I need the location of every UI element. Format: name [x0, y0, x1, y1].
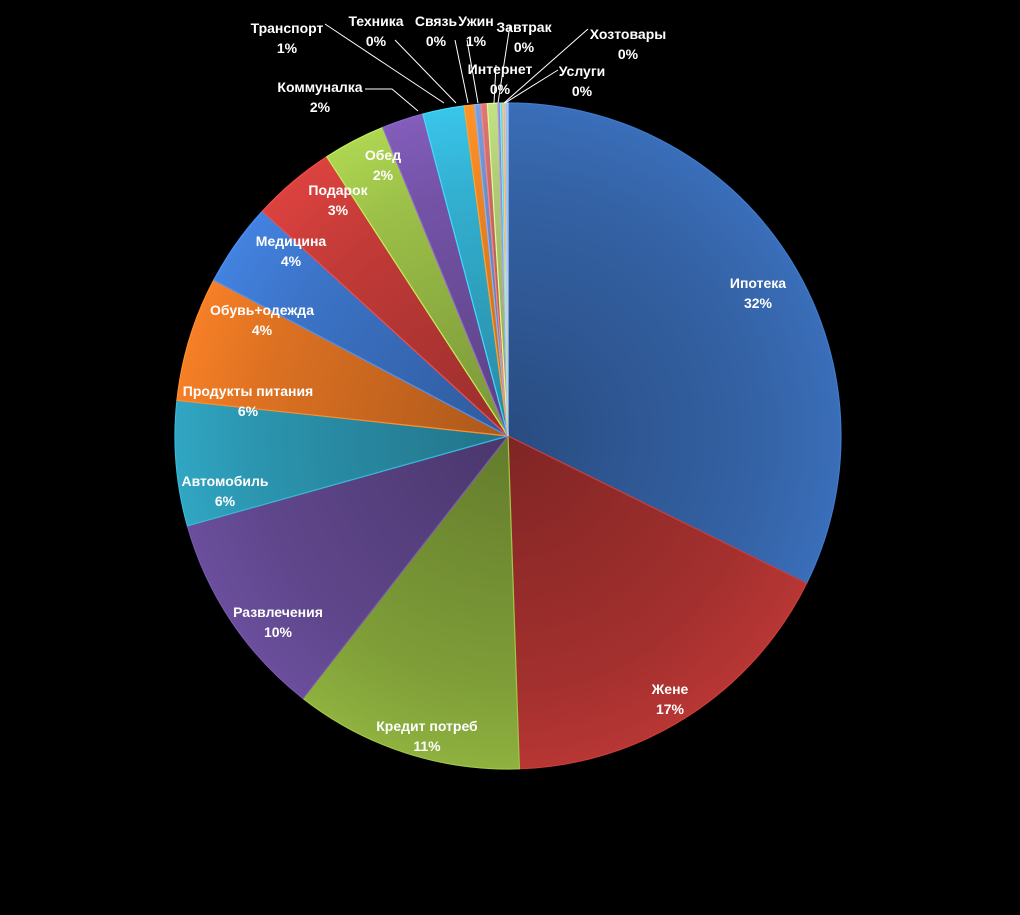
slice-percent-label: 32%: [744, 295, 773, 311]
slice-percent-label: 0%: [572, 83, 593, 99]
leader-line: [504, 69, 559, 104]
leader-line: [503, 28, 589, 104]
slice-label: Транспорт: [251, 20, 324, 36]
slice-label: Обувь+одежда: [210, 302, 314, 318]
slice-percent-label: 0%: [366, 33, 387, 49]
slice-label: Коммуналка: [277, 79, 362, 95]
slice-percent-label: 17%: [656, 701, 685, 717]
slice-percent-label: 3%: [328, 202, 349, 218]
slice-label: Завтрак: [496, 19, 552, 35]
slice-label: Ужин: [458, 13, 494, 29]
leader-line: [324, 23, 445, 104]
slice-percent-label: 0%: [514, 39, 535, 55]
slice-percent-label: 2%: [373, 167, 394, 183]
slice-percent-label: 6%: [238, 403, 259, 419]
slice-label: Подарок: [308, 182, 368, 198]
leader-line: [493, 64, 497, 104]
slice-label: Техника: [348, 13, 403, 29]
slice-label: Развлечения: [233, 604, 323, 620]
slice-percent-label: 4%: [281, 253, 302, 269]
slice-percent-label: 0%: [426, 33, 447, 49]
slice-label: Ипотека: [730, 275, 786, 291]
slice-label: Обед: [365, 147, 401, 163]
slice-percent-label: 2%: [310, 99, 331, 115]
leader-line: [454, 39, 469, 104]
slice-label: Хозтовары: [590, 26, 666, 42]
leader-line: [394, 39, 457, 104]
leader-line: [466, 39, 479, 104]
slice-продукты-питания: [176, 279, 509, 437]
slice-percent-label: 11%: [413, 738, 441, 754]
slice-percent-label: 10%: [264, 624, 293, 640]
slice-percent-label: 6%: [215, 493, 236, 509]
slice-percent-label: 0%: [490, 81, 511, 97]
slice-ипотека: [507, 102, 842, 585]
slice-percent-label: 0%: [618, 46, 639, 62]
slice-label: Автомобиль: [181, 473, 268, 489]
slice-label: Интернет: [468, 61, 533, 77]
slice-label: Жене: [651, 681, 689, 697]
slice-кредит-потреб: [302, 434, 521, 770]
slice-label: Услуги: [559, 63, 606, 79]
slice-percent-label: 4%: [252, 322, 273, 338]
slice-развлечения: [186, 434, 510, 700]
slice-жене: [507, 435, 808, 770]
slice-label: Продукты питания: [183, 383, 313, 399]
slice-label: Медицина: [256, 233, 327, 249]
slice-label: Связь: [415, 13, 458, 29]
slice-автомобиль: [174, 399, 509, 527]
leader-line: [365, 88, 419, 112]
slice-label: Кредит потреб: [376, 718, 478, 734]
leader-line: [497, 24, 511, 104]
slice-percent-label: 1%: [466, 33, 487, 49]
slice-percent-label: 1%: [277, 40, 298, 56]
